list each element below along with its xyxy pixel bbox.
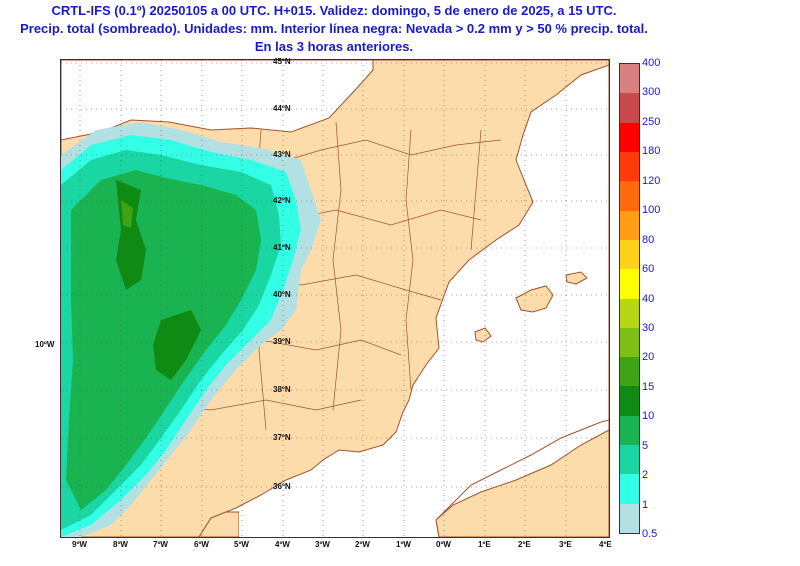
colorbar-label: 40 (642, 292, 655, 305)
colorbar-segment (620, 473, 639, 504)
colorbar-segment (620, 298, 639, 328)
colorbar-segment (620, 327, 639, 358)
lon-label-9w: 9ºW (72, 540, 87, 549)
lon-label-10w: 10ºW (35, 340, 55, 349)
menorca-island (565, 271, 588, 285)
colorbar-label: 5 (642, 439, 649, 452)
precip-colorbar (619, 63, 640, 534)
lon-label-1w: 1ºW (396, 540, 411, 549)
lon-label-2w: 2ºW (355, 540, 370, 549)
colorbar-segment (620, 239, 639, 270)
colorbar-segment (620, 444, 639, 475)
colorbar-label: 250 (642, 115, 661, 128)
lat-label-42n: 42ºN (273, 196, 291, 205)
colorbar-label: 10 (642, 410, 655, 423)
colorbar-segment (620, 122, 639, 152)
colorbar-segment (620, 151, 639, 182)
alboran-sea (239, 425, 446, 537)
lon-label-4e: 4ºE (599, 540, 612, 549)
colorbar-segment (620, 503, 639, 533)
colorbar-label: 120 (642, 174, 661, 187)
lat-label-44n: 44ºN (273, 104, 291, 113)
map-title-line-1: CRTL-IFS (0.1º) 20250105 a 00 UTC. H+015… (51, 3, 617, 18)
colorbar-segment (620, 415, 639, 446)
colorbar-label: 20 (642, 351, 655, 364)
lat-label-41n: 41ºN (273, 243, 291, 252)
lon-label-5w: 5ºW (234, 540, 249, 549)
colorbar-label: 0.5 (642, 528, 658, 540)
lat-label-45n: 45ºN (273, 57, 291, 66)
colorbar-label: 30 (642, 321, 655, 334)
colorbar-label: 1 (642, 498, 649, 511)
colorbar-segment (620, 63, 639, 94)
lat-label-36n: 36ºN (273, 482, 291, 491)
north-africa-land (198, 429, 609, 537)
precip-15mm (121, 200, 133, 228)
map-title-line-3: En las 3 horas anteriores. (254, 39, 414, 54)
lon-label-3w: 3ºW (315, 540, 330, 549)
colorbar-label: 100 (642, 204, 661, 217)
lon-label-8w: 8ºW (113, 540, 128, 549)
colorbar-label: 300 (642, 86, 661, 99)
colorbar-label: 2 (642, 469, 649, 482)
lat-label-39n: 39ºN (273, 337, 291, 346)
lat-label-38n: 38ºN (273, 385, 291, 394)
lon-label-4w: 4ºW (275, 540, 290, 549)
lon-label-2e: 2ºE (518, 540, 531, 549)
colorbar-segment (620, 356, 639, 387)
precip-10mm-b (153, 310, 201, 380)
lon-label-0w: 0ºW (436, 540, 451, 549)
lon-label-7w: 7ºW (153, 540, 168, 549)
lon-label-6w: 6ºW (194, 540, 209, 549)
lon-label-3e: 3ºE (559, 540, 572, 549)
colorbar-label: 15 (642, 380, 655, 393)
colorbar-label: 400 (642, 57, 661, 69)
colorbar-label: 180 (642, 145, 661, 158)
lat-label-40n: 40ºN (273, 290, 291, 299)
lat-label-43n: 43ºN (273, 150, 291, 159)
colorbar-label: 80 (642, 233, 655, 246)
lon-label-1e: 1ºE (478, 540, 491, 549)
colorbar-segment (620, 210, 639, 240)
colorbar-label: 60 (642, 263, 655, 276)
colorbar-segment (620, 385, 639, 416)
precipitation-map: 45ºN 44ºN 43ºN 42ºN 41ºN 40ºN 39ºN 38ºN … (60, 57, 610, 538)
colorbar-segment (620, 92, 639, 123)
colorbar-segment (620, 180, 639, 211)
map-title-line-2: Precip. total (sombreado). Unidades: mm.… (20, 21, 648, 36)
map-canvas (61, 60, 609, 537)
colorbar-segment (620, 268, 639, 299)
lat-label-37n: 37ºN (273, 433, 291, 442)
ibiza-island (474, 327, 492, 343)
